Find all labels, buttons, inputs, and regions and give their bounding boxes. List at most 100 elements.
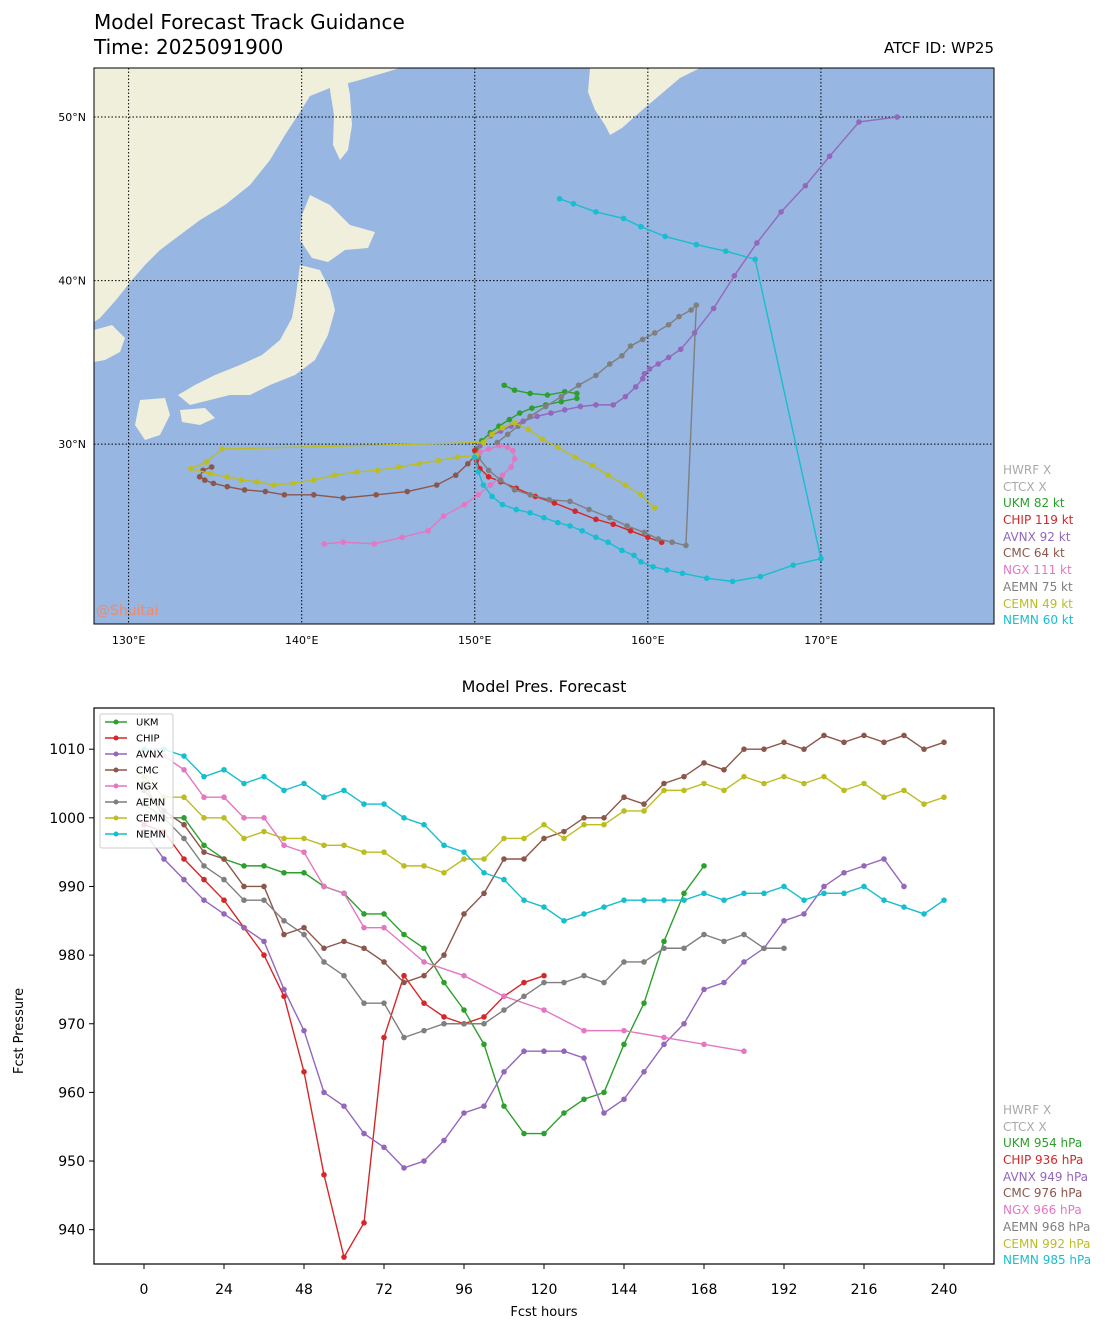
pressure-point: [181, 856, 187, 862]
track-point: [527, 492, 533, 498]
legend-box: [99, 713, 174, 849]
pressure-frame: [93, 707, 995, 1265]
pressure-point: [481, 1103, 487, 1109]
pressure-point: [661, 945, 667, 952]
y-tick-label: 970: [58, 1017, 85, 1033]
track-point: [461, 501, 468, 508]
pressure-point: [301, 1069, 307, 1075]
track-point: [534, 413, 540, 420]
track-point: [610, 521, 617, 528]
track-point: [454, 454, 461, 461]
pressure-point: [501, 1069, 507, 1075]
track-point: [631, 552, 637, 559]
pressure-point: [201, 815, 207, 821]
track-point: [641, 371, 648, 377]
pressure-point: [641, 959, 647, 965]
pressure-point: [201, 897, 207, 903]
track-point: [826, 153, 833, 160]
pressure-point: [501, 835, 507, 842]
legend-entry: CMC 976 hPa: [1003, 1186, 1083, 1201]
track-point: [757, 573, 764, 580]
pressure-point: [821, 883, 827, 890]
track-point: [311, 477, 317, 483]
track-point: [506, 416, 513, 423]
pressure-point: [701, 986, 707, 993]
track-point: [639, 375, 646, 382]
pressure-point: [581, 815, 587, 821]
track-point: [567, 523, 573, 529]
pressure-point: [741, 959, 747, 965]
pressure-point: [761, 746, 767, 752]
pressure-point: [861, 780, 867, 787]
pressure-point: [561, 835, 567, 842]
y-tick-label: 950: [58, 1154, 85, 1170]
pressure-point: [341, 938, 347, 945]
track-point: [489, 431, 495, 438]
pressure-point: [261, 863, 267, 869]
track-point: [620, 215, 627, 222]
legend-entry: UKM 82 kt: [1003, 496, 1065, 511]
pressure-point: [461, 1020, 467, 1027]
pressure-point: [541, 972, 547, 979]
legend-entry: AVNX 949 hPa: [1003, 1169, 1089, 1184]
pressure-point: [561, 1048, 567, 1055]
pressure-point: [761, 945, 767, 952]
pressure-point: [921, 801, 927, 807]
legend-entry: NEMN 60 kt: [1003, 613, 1074, 628]
pressure-point: [841, 739, 847, 746]
legend-entry: NGX 111 kt: [1003, 563, 1072, 578]
track-point: [622, 393, 629, 400]
pressure-point: [381, 959, 387, 965]
pressure-point: [241, 780, 247, 787]
legend-label: CMC: [136, 766, 159, 777]
pressure-point: [201, 773, 207, 780]
track-point: [511, 487, 518, 493]
track-point: [471, 454, 478, 461]
pressure-point: [661, 787, 667, 794]
track-point: [676, 313, 682, 320]
pressure-line: [144, 755, 745, 1052]
pressure-point: [841, 890, 847, 897]
pressure-point: [321, 842, 327, 849]
pressure-min-legend: HWRF X CTCX X UKM 954 hPa CHIP 936 hPa AVNX …: [1003, 1102, 1091, 1269]
track-point: [504, 431, 511, 438]
pressure-point: [481, 1014, 487, 1020]
pressure-point: [401, 931, 407, 938]
pressure-point: [281, 931, 287, 938]
pressure-point: [261, 883, 267, 890]
track-point: [752, 256, 758, 263]
pressure-point: [841, 869, 847, 876]
pressure-point: [661, 780, 667, 787]
track-point: [551, 500, 558, 506]
pressure-line: [143, 803, 705, 1135]
track-nemn: [471, 196, 824, 585]
track-point: [203, 459, 210, 465]
y-tick-label: 980: [58, 948, 85, 964]
pressure-point: [621, 897, 627, 903]
pressure-point: [901, 883, 907, 890]
legend-entry: HWRF X: [1003, 463, 1052, 477]
track-point: [665, 354, 672, 361]
pressure-point: [241, 883, 247, 890]
pressure-point: [781, 739, 787, 746]
track-point: [638, 223, 644, 230]
legend-entry: CEMN 49 kt: [1003, 596, 1073, 611]
pressure-point: [221, 794, 227, 801]
pressure-point: [541, 1007, 547, 1013]
pressure-point: [281, 917, 287, 924]
track-point: [465, 460, 471, 467]
pressure-series: [141, 732, 947, 1260]
pressure-point: [441, 979, 447, 986]
pressure-point: [361, 911, 367, 917]
track-point: [627, 527, 634, 534]
pressure-point: [561, 828, 567, 835]
legend-label: AEMN: [136, 798, 165, 809]
track-point: [404, 488, 411, 495]
pressure-point: [401, 815, 407, 821]
track-point: [555, 519, 561, 526]
pressure-point: [361, 801, 367, 807]
pressure-point: [221, 766, 227, 773]
pressure-point: [441, 842, 447, 849]
pressure-point: [721, 787, 727, 794]
pressure-point: [481, 869, 487, 876]
